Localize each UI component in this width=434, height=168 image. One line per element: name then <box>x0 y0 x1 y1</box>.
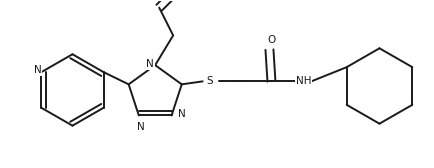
Text: N: N <box>137 122 145 132</box>
Text: N: N <box>178 109 185 119</box>
Text: NH: NH <box>296 76 311 86</box>
Text: N: N <box>146 59 154 69</box>
Text: O: O <box>267 35 276 45</box>
Text: S: S <box>206 76 213 86</box>
Text: N: N <box>33 65 41 75</box>
